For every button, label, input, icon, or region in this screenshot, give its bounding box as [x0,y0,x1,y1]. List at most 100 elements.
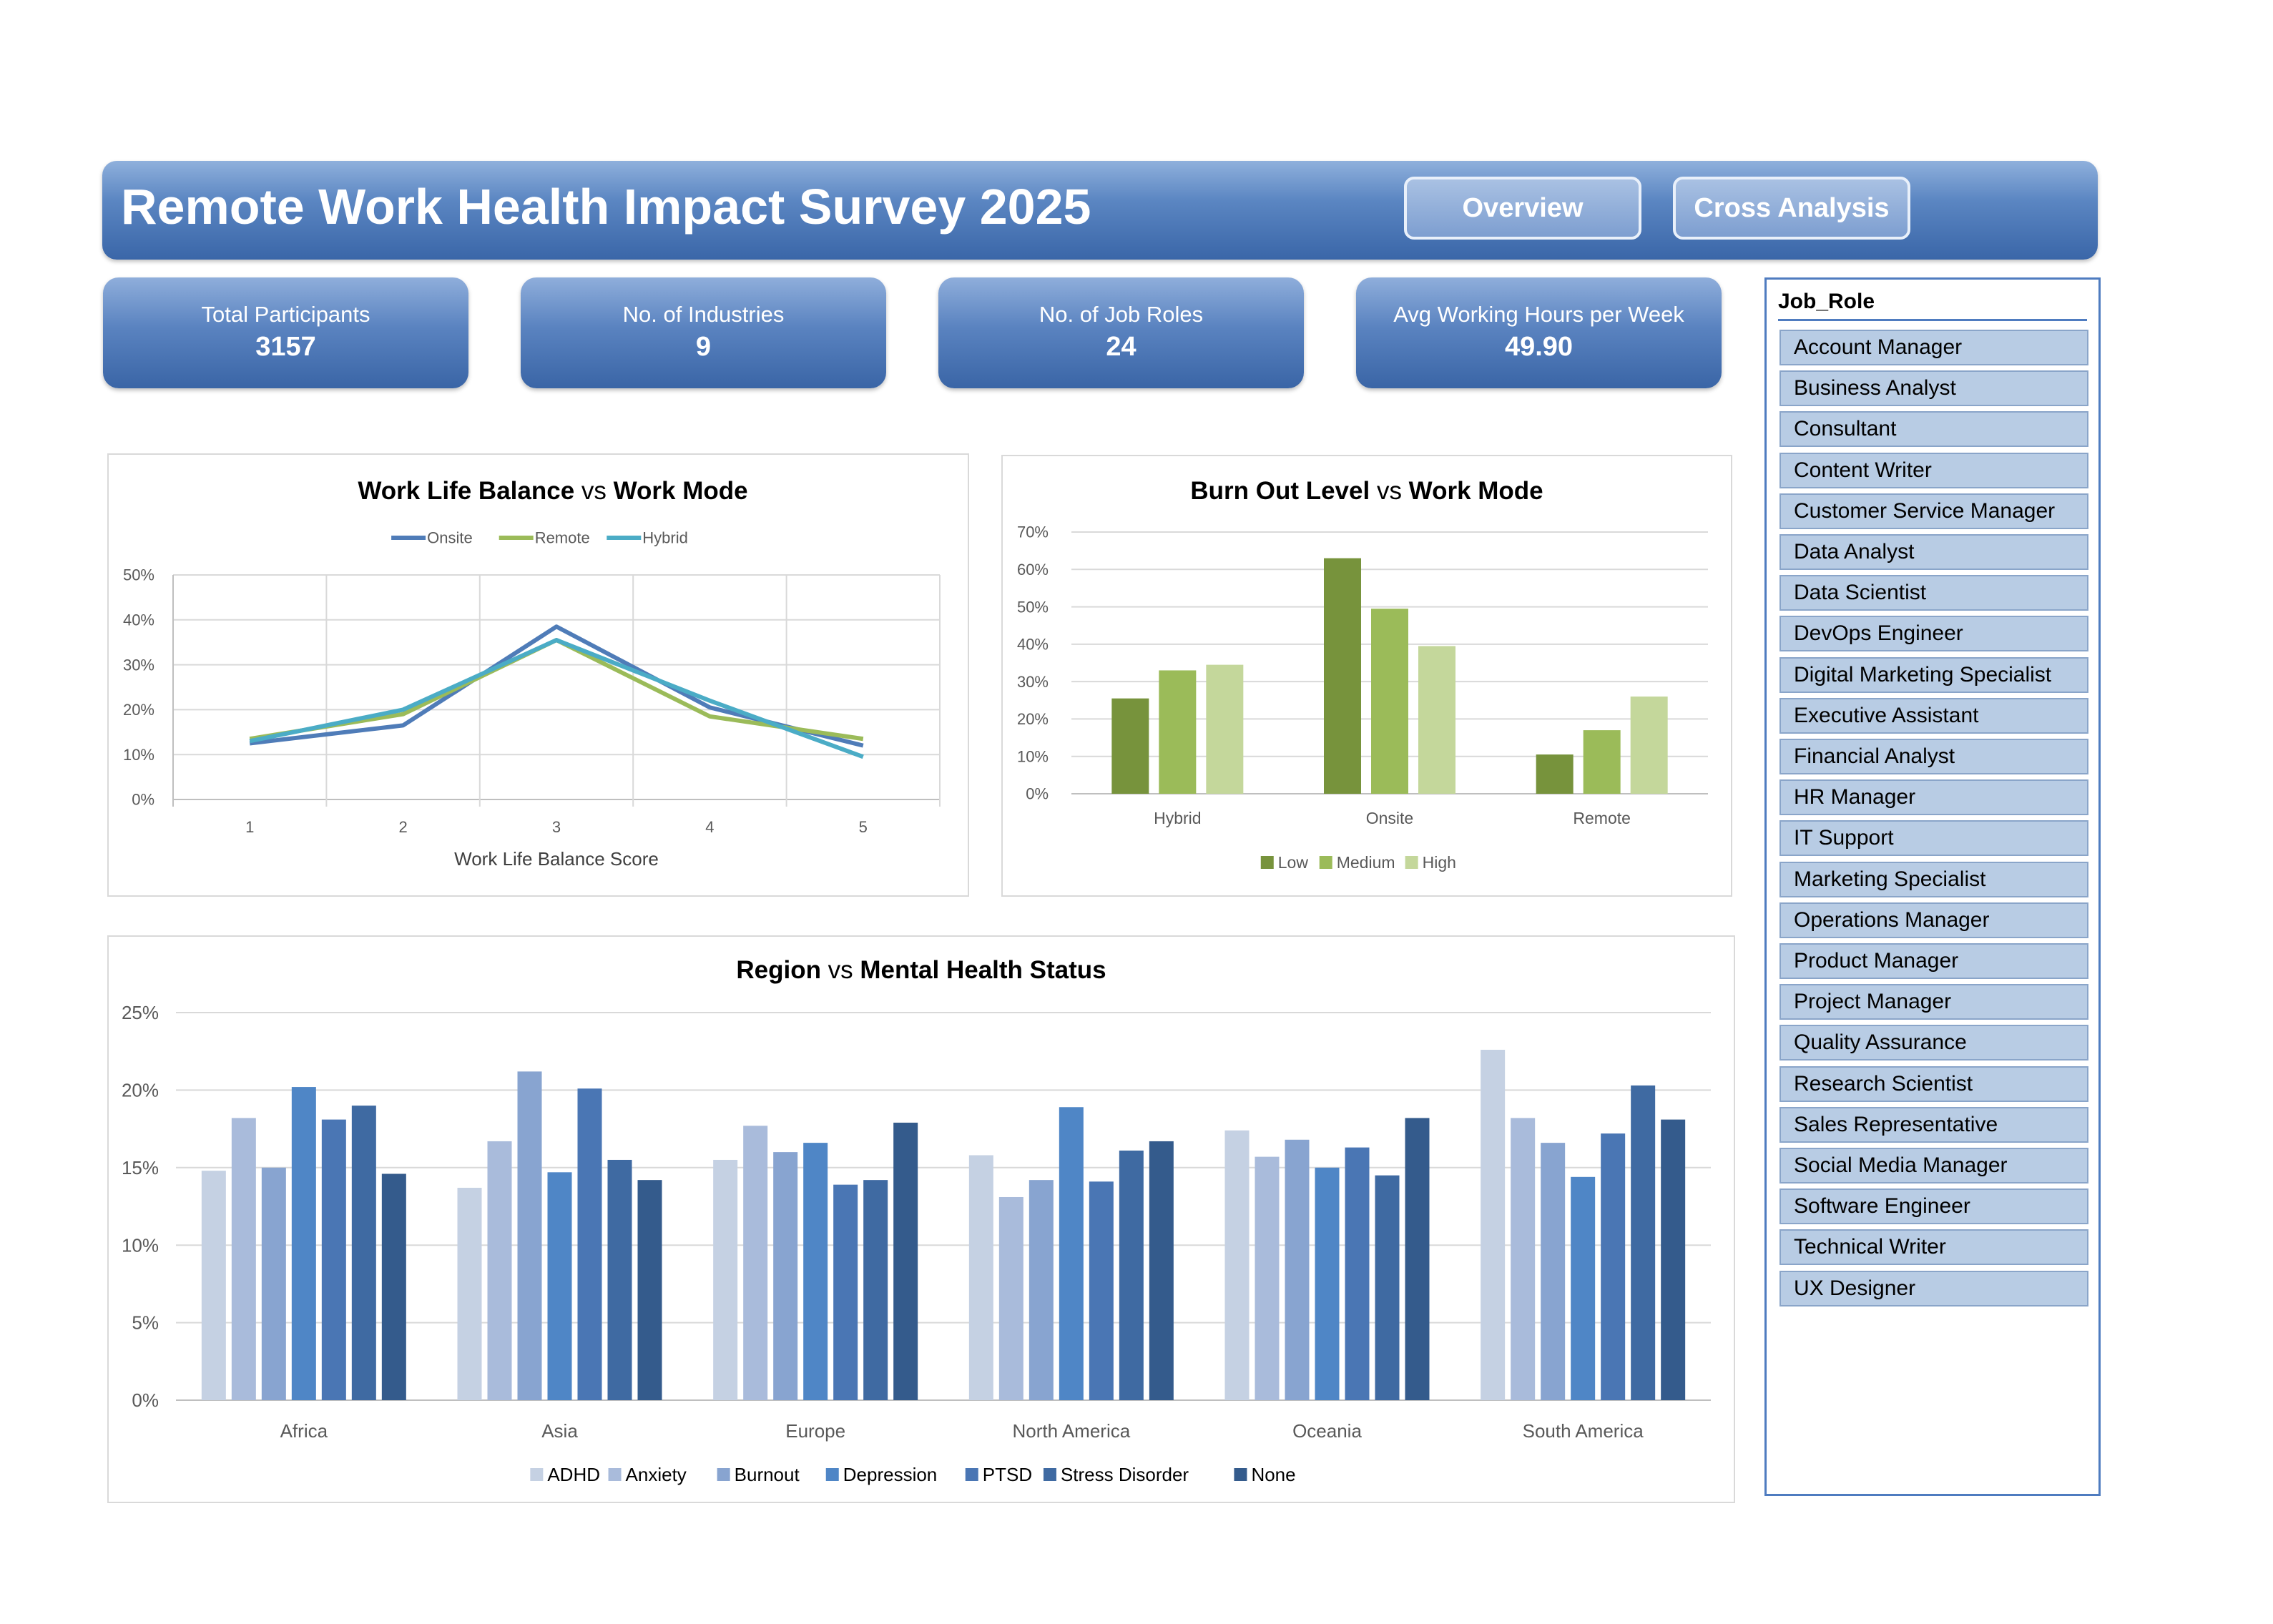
work-life-balance-chart-panel: Work Life Balance vs Work Mode Onsite Remo… [107,453,969,897]
x-tick-label: South America [1523,1420,1644,1442]
cross-analysis-button[interactable]: Cross Analysis [1673,177,1910,240]
slicer-item[interactable]: Digital Marketing Specialist [1779,656,2088,693]
y-tick-label: 20% [122,1080,159,1101]
bar-ptsd [321,1119,346,1400]
bar-anxiety [998,1196,1023,1400]
bar-ptsd [833,1184,858,1400]
legend-label: Hybrid [642,529,688,547]
legend-label: Burnout [735,1464,800,1485]
y-tick-label: 20% [1017,710,1049,728]
bar-adhd [1224,1130,1250,1400]
bar-none [637,1180,662,1400]
legend-swatch [825,1468,839,1481]
y-tick-label: 0% [1026,785,1049,803]
bar-depression [1315,1167,1340,1400]
y-tick-label: 0% [132,1389,159,1411]
y-tick-label: 30% [1017,673,1049,691]
slicer-item[interactable]: IT Support [1779,820,2088,857]
x-tick-label: Remote [1573,809,1631,827]
y-tick-label: 10% [122,1234,159,1256]
bar-depression [547,1172,572,1400]
bar-burnout [1541,1143,1566,1400]
slicer-item[interactable]: Business Analyst [1779,370,2088,407]
chart-title-part: Work Mode [1409,477,1543,505]
bar-adhd [457,1187,482,1400]
x-tick-label: 1 [245,818,254,836]
slicer-item[interactable]: Operations Manager [1779,902,2088,938]
slicer-item[interactable]: Marketing Specialist [1779,861,2088,897]
x-tick-label: Oceania [1292,1420,1362,1442]
slicer-item[interactable]: Project Manager [1779,984,2088,1020]
y-tick-label: 40% [1017,636,1049,654]
bar-medium [1583,730,1621,794]
slicer-item[interactable]: UX Designer [1779,1270,2088,1306]
slicer-item[interactable]: Content Writer [1779,452,2088,488]
slicer-item[interactable]: Data Scientist [1779,575,2088,611]
bar-low [1111,698,1149,794]
y-tick-label: 50% [123,566,154,584]
y-tick-label: 40% [123,611,154,629]
chart-title: Work Life Balance vs Work Mode [358,477,747,505]
slicer-item[interactable]: Data Analyst [1779,534,2088,570]
bar-burnout [261,1167,286,1400]
slicer-item[interactable]: DevOps Engineer [1779,616,2088,652]
overview-button[interactable]: Overview [1404,177,1641,240]
slicer-item[interactable]: Technical Writer [1779,1229,2088,1266]
slicer-item[interactable]: Quality Assurance [1779,1025,2088,1061]
slicer-item[interactable]: HR Manager [1779,779,2088,816]
bar-depression [803,1143,828,1400]
slicer-item[interactable]: Consultant [1779,411,2088,448]
bar-adhd [201,1171,226,1400]
kpi-total-participants: Total Participants 3157 [103,277,468,388]
bar-medium [1371,609,1408,794]
bar-stress-disorder [863,1180,888,1400]
bar-stress-disorder [1119,1150,1144,1400]
kpi-label: Avg Working Hours per Week [1393,302,1684,327]
y-tick-label: 50% [1017,598,1049,616]
bar-anxiety [1255,1156,1280,1400]
slicer-item[interactable]: Sales Representative [1779,1106,2088,1143]
slicer-item[interactable]: Executive Assistant [1779,697,2088,734]
bar-burnout [1029,1180,1054,1400]
slicer-item[interactable]: Customer Service Manager [1779,493,2088,529]
bar-high [1418,646,1455,794]
y-tick-label: 60% [1017,561,1049,579]
x-tick-label: Africa [280,1420,328,1442]
bar-low [1536,754,1574,794]
slicer-item[interactable]: Research Scientist [1779,1066,2088,1102]
bar-stress-disorder [1631,1085,1656,1400]
kpi-value: 49.90 [1504,332,1574,362]
bar-burnout [1285,1139,1310,1400]
bar-burnout [773,1152,798,1400]
legend-label: None [1251,1464,1295,1485]
bar-ptsd [1345,1147,1370,1400]
chart-title-part: Work Mode [614,477,748,505]
slicer-item[interactable]: Software Engineer [1779,1189,2088,1225]
kpi-value: 3157 [255,332,316,362]
y-tick-label: 5% [132,1312,159,1334]
series-line-onsite [249,624,864,748]
slicer-item[interactable]: Product Manager [1779,943,2088,979]
slicer-item[interactable]: Financial Analyst [1779,739,2088,774]
chart-title-part: Region [736,956,821,984]
kpi-value: 9 [695,332,712,362]
chart-title-part: Mental Health Status [860,956,1106,984]
slicer-item[interactable]: Account Manager [1779,330,2088,365]
legend-swatch [1319,856,1332,869]
y-tick-label: 25% [122,1002,159,1023]
legend-swatch [1260,856,1274,869]
legend-swatch [608,1468,622,1481]
bar-anxiety [1511,1118,1536,1400]
chart-title-part: Burn Out Level [1190,477,1370,505]
bar-depression [291,1087,316,1400]
slicer-divider [1778,319,2087,321]
slicer-item[interactable]: Social Media Manager [1779,1148,2088,1183]
bar-adhd [713,1159,738,1400]
legend-label: Stress Disorder [1061,1464,1189,1485]
chart-title: Region vs Mental Health Status [736,956,1106,984]
page-title: Remote Work Health Impact Survey 2025 [121,179,1091,235]
bar-anxiety [231,1118,256,1400]
bar-high [1630,697,1668,794]
burnout-chart-panel: Burn Out Level vs Work Mode 0% 10% 20% 30% 40… [1001,455,1732,897]
bar-stress-disorder [1375,1175,1400,1400]
